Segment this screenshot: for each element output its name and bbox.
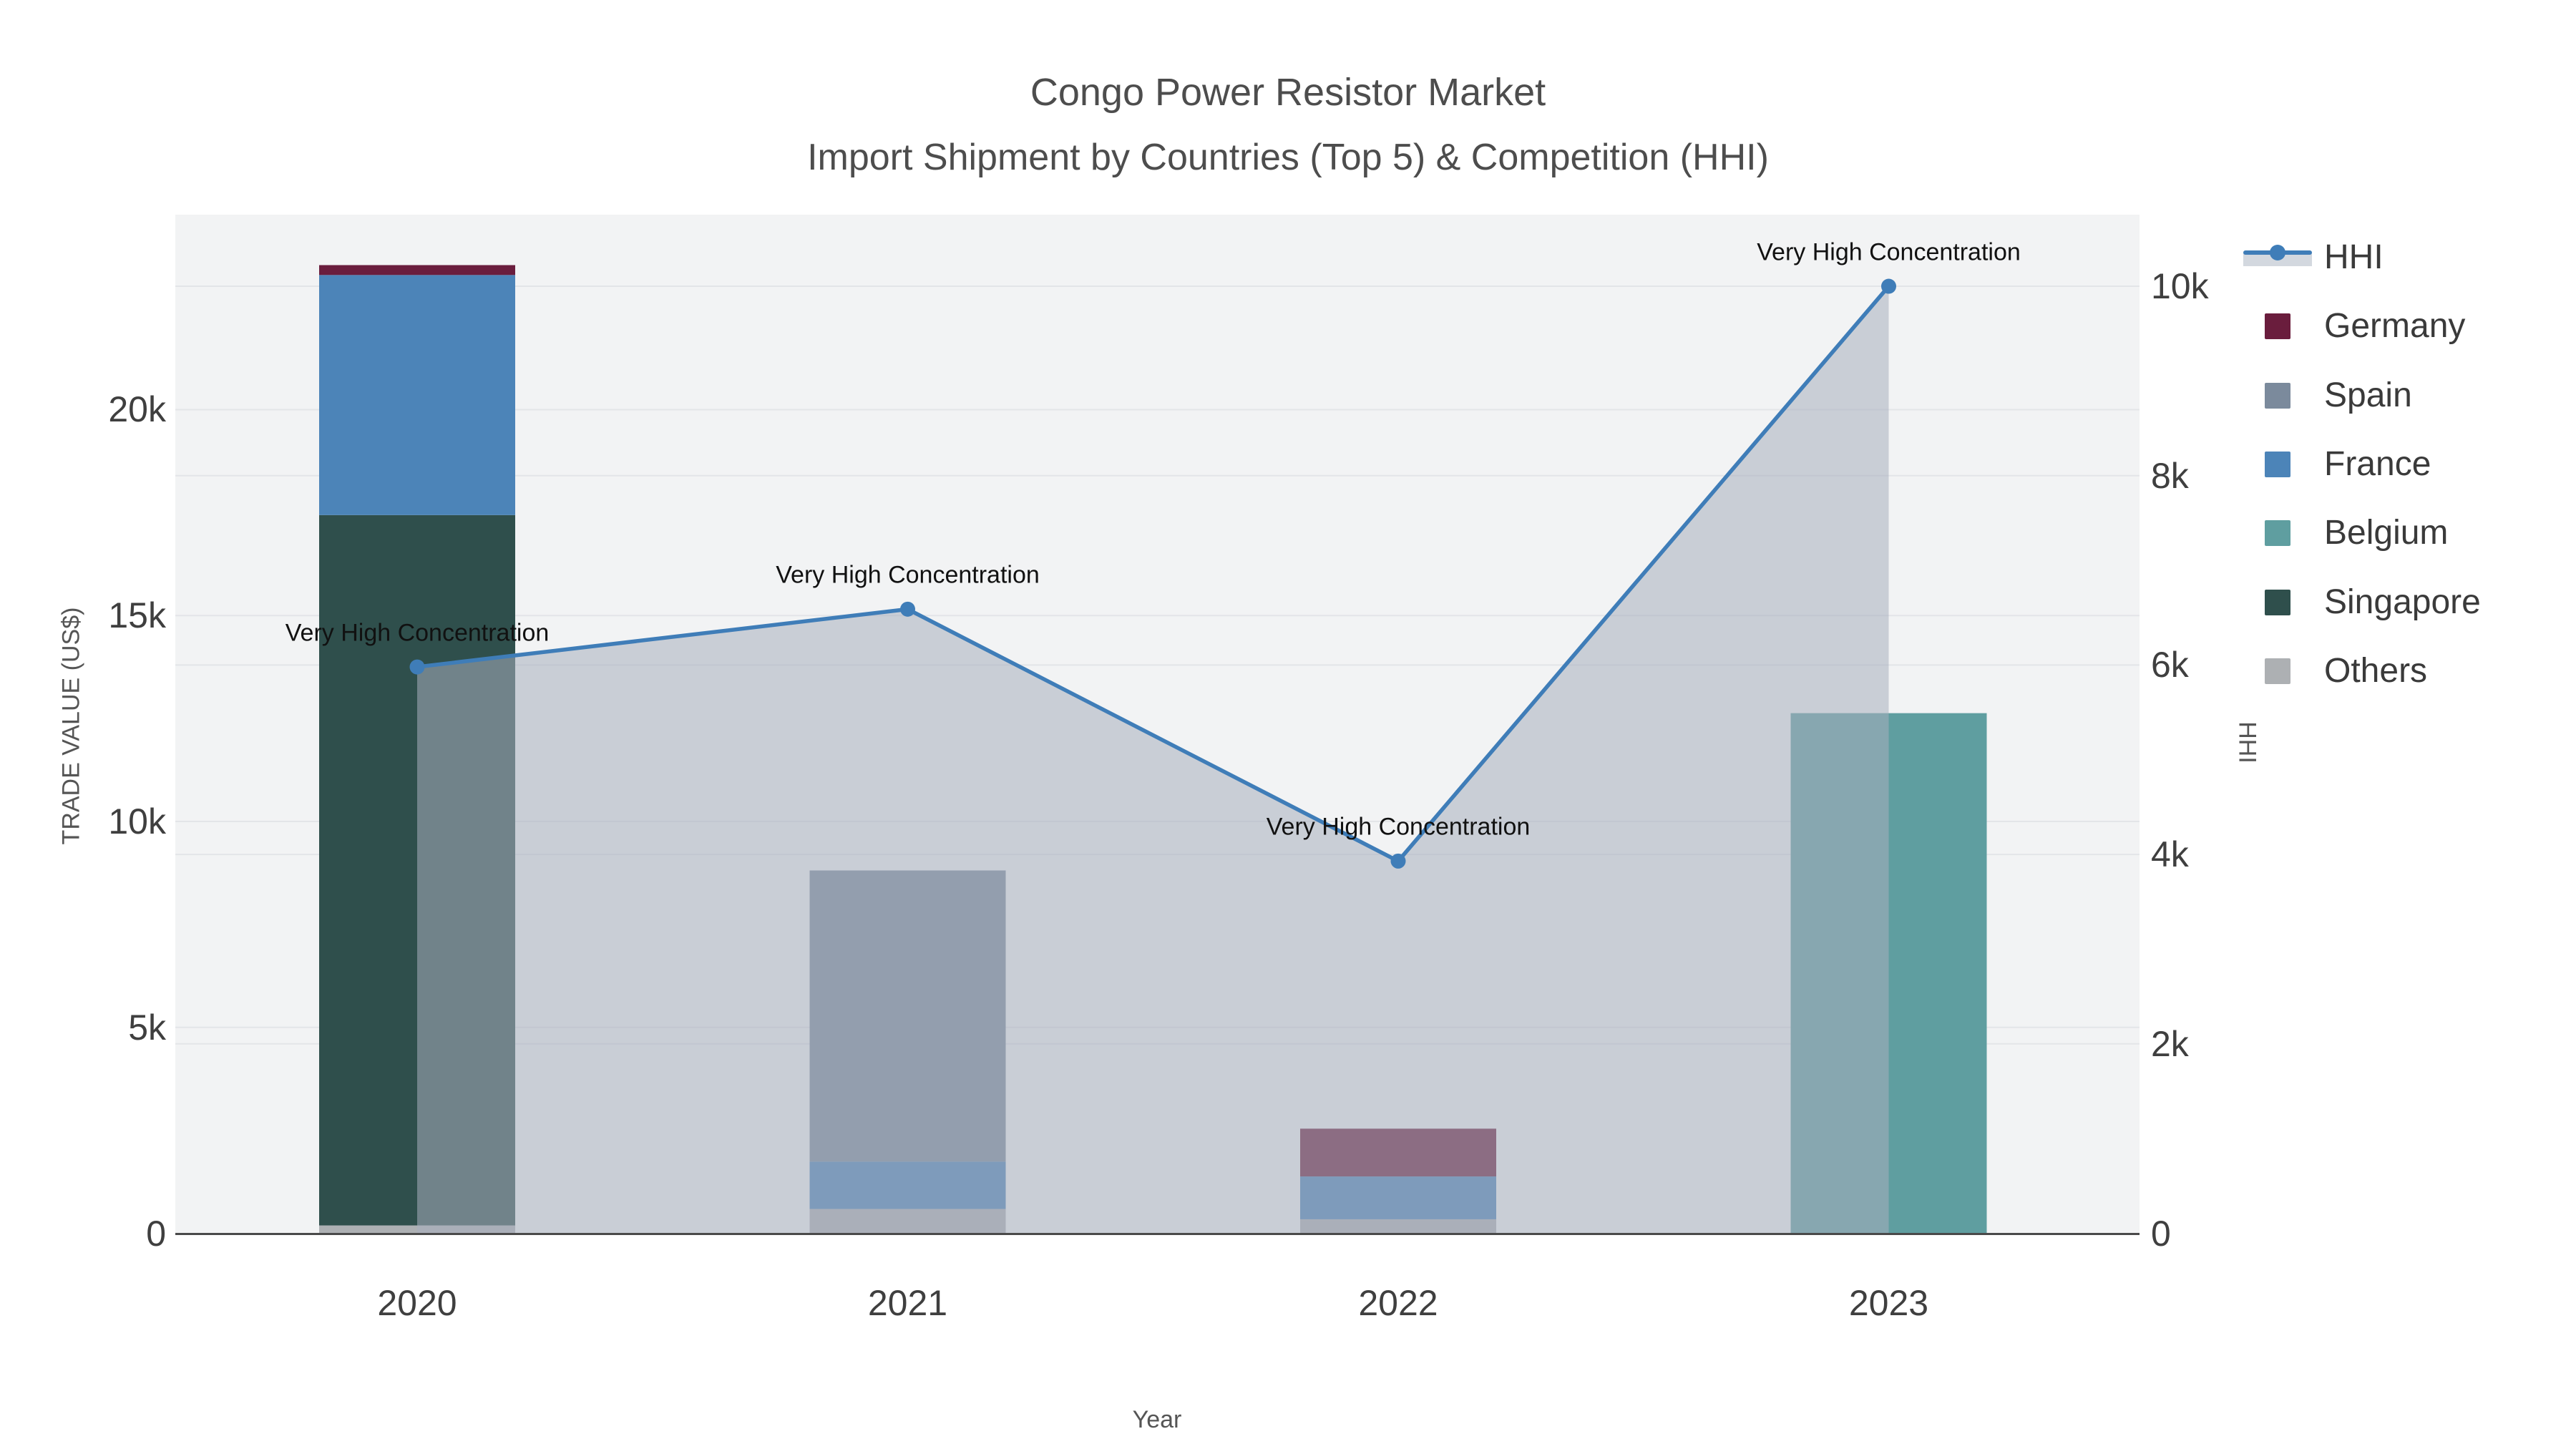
annotation-2023: Very High Concentration [1757,238,2021,266]
y-left-tick-20k: 20k [108,389,166,430]
y-right-tick-2k: 2k [2151,1023,2189,1064]
spain-color-swatch-icon [2265,382,2290,409]
hhi-marker-2020[interactable] [409,659,425,675]
y-left-tick-10k: 10k [108,801,166,841]
x-tick-2021: 2021 [867,1283,948,1323]
legend-label: Spain [2324,376,2412,414]
hhi-area-fill [417,286,1889,1234]
x-tick-2023: 2023 [1848,1283,1929,1323]
hhi-marker-2021[interactable] [900,601,915,617]
legend-label: Others [2324,651,2428,690]
bar-segment-2020-germany[interactable] [319,265,515,275]
y-left-tick-15k: 15k [108,595,166,636]
hhi-line [416,285,1890,864]
x-tick-2022: 2022 [1358,1283,1438,1323]
chart-subtitle: Import Shipment by Countries (Top 5) & C… [807,137,1769,178]
y-left-tick-0: 0 [146,1213,166,1254]
y-right-tick-0: 0 [2151,1213,2171,1254]
legend-label: Singapore [2324,582,2481,621]
annotation-2020: Very High Concentration [285,619,550,647]
hhi-marker-2022[interactable] [1390,853,1406,869]
y-right-axis-title: HHI [2233,721,2261,763]
france-color-swatch-icon [2265,451,2290,477]
hhi-line-legend-icon [2243,245,2312,270]
legend-label: France [2324,444,2431,483]
bar-segment-2020-france[interactable] [319,275,515,515]
legend-label: Belgium [2324,514,2449,552]
hhi-marker-2023[interactable] [1881,278,1896,294]
singapore-color-swatch-icon [2265,589,2290,615]
chart-title: Congo Power Resistor Market [1030,71,1546,114]
others-color-swatch-icon [2265,658,2290,684]
annotation-2021: Very High Concentration [776,561,1040,589]
y-right-tick-10k: 10k [2151,266,2209,307]
y-right-tick-8k: 8k [2151,455,2189,496]
y-right-tick-4k: 4k [2151,834,2189,875]
legend-label: HHI [2324,238,2384,276]
germany-color-swatch-icon [2265,313,2290,340]
y-right-tick-6k: 6k [2151,645,2189,686]
y-left-axis-title: TRADE VALUE (US$) [57,607,85,845]
annotation-2022: Very High Concentration [1266,813,1531,841]
y-left-tick-5k: 5k [128,1007,166,1048]
x-tick-2020: 2020 [377,1283,457,1323]
legend-label: Germany [2324,307,2466,346]
x-axis-title: Year [1132,1406,1182,1433]
belgium-color-swatch-icon [2265,520,2290,547]
